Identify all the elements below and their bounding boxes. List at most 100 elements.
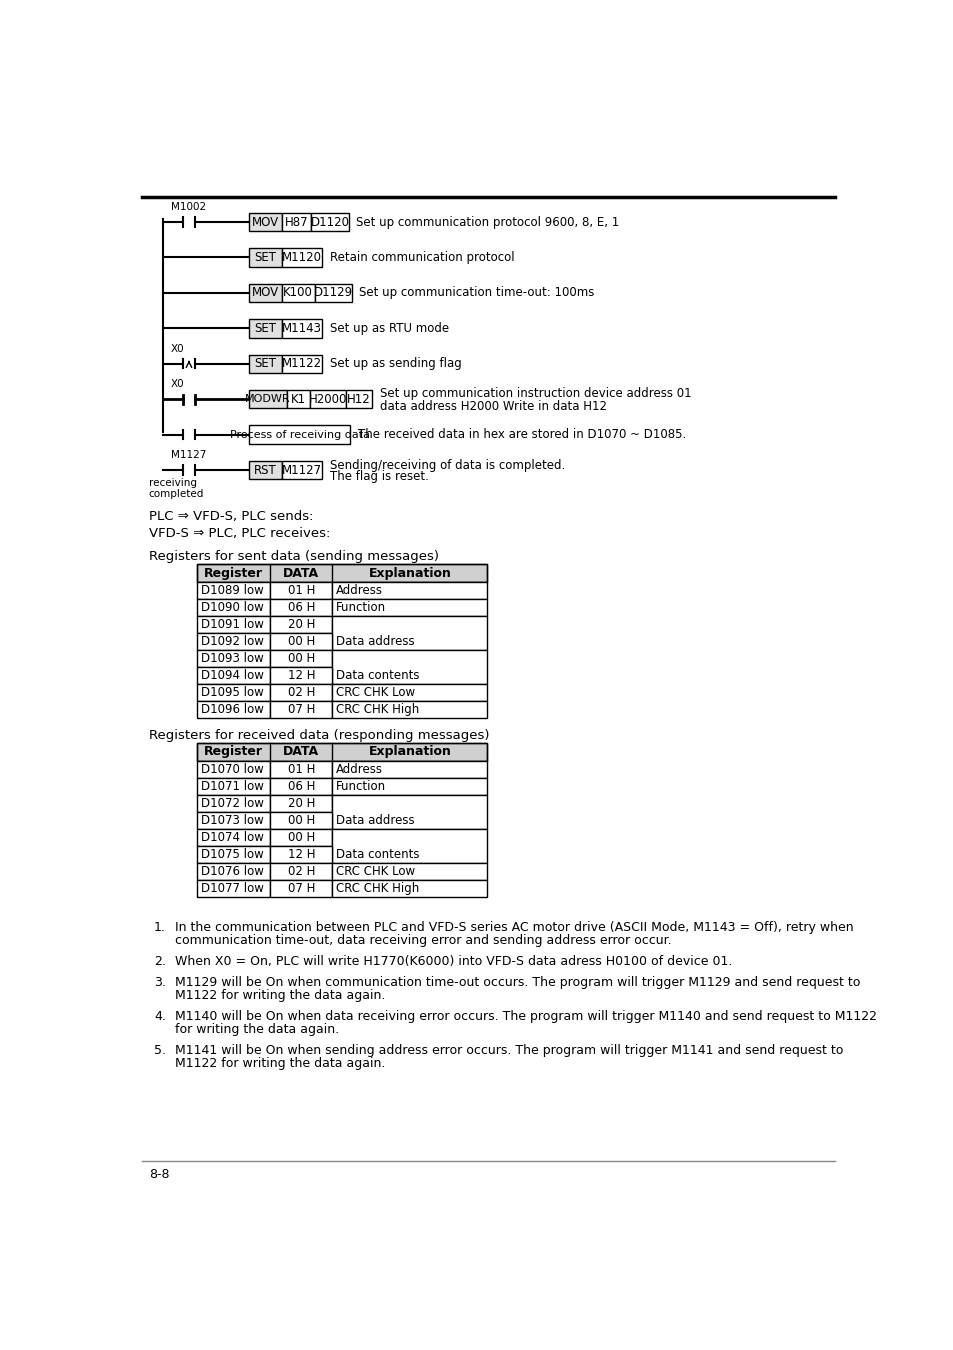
Text: M1127: M1127 <box>171 450 207 460</box>
Text: CRC CHK Low: CRC CHK Low <box>335 864 415 878</box>
Bar <box>249 425 350 444</box>
Text: MOV: MOV <box>252 286 279 300</box>
Text: 01 H: 01 H <box>288 585 314 598</box>
Bar <box>332 829 487 863</box>
Bar <box>196 880 270 896</box>
Text: Set up as RTU mode: Set up as RTU mode <box>330 321 449 335</box>
Text: Registers for sent data (sending messages): Registers for sent data (sending message… <box>149 549 438 563</box>
Bar <box>270 667 332 684</box>
Bar <box>282 355 322 373</box>
Bar <box>270 829 332 845</box>
Text: 00 H: 00 H <box>288 652 314 666</box>
Bar <box>310 390 345 409</box>
Text: D1074 low: D1074 low <box>200 830 263 844</box>
Text: Set up communication protocol 9600, 8, E, 1: Set up communication protocol 9600, 8, E… <box>356 216 619 228</box>
Text: 07 H: 07 H <box>288 703 314 716</box>
Bar <box>270 651 332 667</box>
Text: When X0 = On, PLC will write H1770(K6000) into VFD-S data adress H0100 of device: When X0 = On, PLC will write H1770(K6000… <box>174 954 732 968</box>
Text: 2.: 2. <box>154 954 166 968</box>
Bar <box>196 617 270 633</box>
Text: M1122 for writing the data again.: M1122 for writing the data again. <box>174 1057 385 1069</box>
Bar <box>270 863 332 880</box>
Bar <box>282 284 314 302</box>
Text: 3.: 3. <box>154 976 166 990</box>
Text: 02 H: 02 H <box>288 864 314 878</box>
Bar <box>270 599 332 617</box>
Text: X0: X0 <box>171 344 185 354</box>
Text: D1072 low: D1072 low <box>200 796 263 810</box>
Text: D1129: D1129 <box>314 286 353 300</box>
Bar <box>332 701 487 718</box>
Bar <box>332 617 487 651</box>
Text: D1075 low: D1075 low <box>200 848 263 861</box>
Bar <box>332 778 487 795</box>
Text: H12: H12 <box>347 393 370 405</box>
Text: D1076 low: D1076 low <box>200 864 263 878</box>
Bar <box>270 845 332 863</box>
Text: 12 H: 12 H <box>287 848 314 861</box>
Text: Data address: Data address <box>335 636 415 648</box>
Text: MODWR: MODWR <box>245 394 291 404</box>
Text: D1091 low: D1091 low <box>200 618 263 632</box>
Bar <box>332 651 487 684</box>
Text: SET: SET <box>254 251 276 265</box>
Bar <box>311 213 348 231</box>
Text: CRC CHK High: CRC CHK High <box>335 703 419 716</box>
Text: The flag is reset.: The flag is reset. <box>330 470 429 483</box>
Text: Register: Register <box>203 745 262 759</box>
Text: SET: SET <box>254 321 276 335</box>
Text: D1073 low: D1073 low <box>200 814 263 826</box>
Text: Data contents: Data contents <box>335 670 419 682</box>
Text: 1.: 1. <box>154 921 166 934</box>
Text: CRC CHK High: CRC CHK High <box>335 882 419 895</box>
Text: M1143: M1143 <box>282 321 322 335</box>
Bar <box>196 633 270 651</box>
Text: 02 H: 02 H <box>288 686 314 699</box>
Text: Data address: Data address <box>335 814 415 826</box>
Bar <box>282 460 322 479</box>
Bar <box>286 390 310 409</box>
Text: receiving
completed: receiving completed <box>149 478 204 500</box>
Bar <box>282 213 311 231</box>
Bar <box>332 863 487 880</box>
Text: Sending/receiving of data is completed.: Sending/receiving of data is completed. <box>330 459 565 472</box>
Text: D1093 low: D1093 low <box>200 652 263 666</box>
Text: Function: Function <box>335 780 386 792</box>
Text: DATA: DATA <box>283 745 319 759</box>
Text: Process of receiving data: Process of receiving data <box>230 429 370 440</box>
Text: communication time-out, data receiving error and sending address error occur.: communication time-out, data receiving e… <box>174 934 671 948</box>
Bar <box>196 829 270 845</box>
Text: H2000: H2000 <box>308 393 347 405</box>
Bar <box>282 248 322 267</box>
Text: Data contents: Data contents <box>335 848 419 861</box>
Bar <box>196 701 270 718</box>
Text: 20 H: 20 H <box>288 618 314 632</box>
Text: Set up communication time-out: 100ms: Set up communication time-out: 100ms <box>359 286 595 300</box>
Bar <box>196 743 487 761</box>
Bar <box>270 795 332 811</box>
Text: M1129 will be On when communication time-out occurs. The program will trigger M1: M1129 will be On when communication time… <box>174 976 860 990</box>
Bar <box>332 599 487 617</box>
Text: D1120: D1120 <box>311 216 349 228</box>
Text: MOV: MOV <box>252 216 279 228</box>
Bar <box>196 667 270 684</box>
Text: Address: Address <box>335 763 383 776</box>
Bar <box>196 684 270 701</box>
Text: X0: X0 <box>171 379 185 389</box>
Text: RST: RST <box>254 463 276 477</box>
Text: D1089 low: D1089 low <box>200 585 263 598</box>
Bar <box>282 319 322 338</box>
Text: Registers for received data (responding messages): Registers for received data (responding … <box>149 729 489 741</box>
Text: 00 H: 00 H <box>288 814 314 826</box>
Text: D1070 low: D1070 low <box>200 763 263 776</box>
Bar <box>196 845 270 863</box>
Bar <box>249 390 286 409</box>
Bar <box>345 390 372 409</box>
Text: Explanation: Explanation <box>368 745 451 759</box>
Bar <box>332 761 487 778</box>
Text: 01 H: 01 H <box>288 763 314 776</box>
Bar <box>270 880 332 896</box>
Bar <box>196 761 270 778</box>
Bar <box>249 355 282 373</box>
Text: 12 H: 12 H <box>287 670 314 682</box>
